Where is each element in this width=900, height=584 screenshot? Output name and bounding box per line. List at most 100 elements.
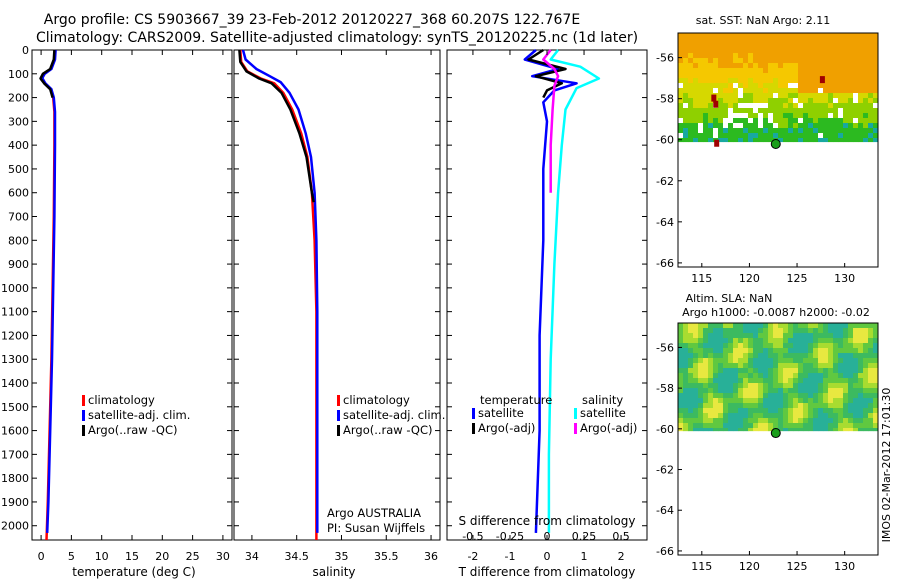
map-cell <box>808 108 814 114</box>
map-cell <box>818 133 824 139</box>
map-cell <box>748 348 754 354</box>
map-cell <box>688 123 694 129</box>
map-cell <box>873 33 879 39</box>
map-cell <box>788 323 794 329</box>
map-cell <box>763 343 769 349</box>
map-cell <box>708 73 714 79</box>
map-cell <box>768 413 774 419</box>
map-cell <box>703 418 709 424</box>
map-cell <box>728 328 734 334</box>
map-cell <box>793 53 799 59</box>
map-cell <box>688 33 694 39</box>
map-cell <box>843 338 849 344</box>
map-cell <box>873 338 879 344</box>
map-cell <box>819 76 825 84</box>
map-cell <box>823 398 829 404</box>
map-cell <box>708 113 714 119</box>
map-cell <box>863 108 869 114</box>
map-cell <box>703 58 709 64</box>
map-cell <box>833 323 839 329</box>
map-cell <box>708 78 714 84</box>
map-cell <box>708 383 714 389</box>
map-cell <box>703 48 709 54</box>
map-cell <box>698 93 704 99</box>
map-cell <box>873 133 879 139</box>
map-cell <box>683 88 689 94</box>
x-tick-label: 2 <box>618 550 625 563</box>
map-cell <box>728 68 734 74</box>
map-cell <box>723 53 729 59</box>
map-cell <box>783 363 789 369</box>
map-cell <box>863 128 869 134</box>
map-cell <box>728 423 734 429</box>
map-cell <box>713 53 719 59</box>
map-cell <box>693 413 699 419</box>
map-cell <box>868 333 874 339</box>
map-cell <box>843 413 849 419</box>
map-cell <box>703 118 709 124</box>
map-cell <box>833 403 839 409</box>
map-cell <box>718 408 724 414</box>
map-cell <box>753 83 759 89</box>
map-cell <box>838 353 844 359</box>
map-cell <box>713 33 719 39</box>
map-cell <box>843 418 849 424</box>
map-cell <box>743 123 749 129</box>
map-cell <box>768 63 774 69</box>
map-cell <box>793 343 799 349</box>
map-cell <box>683 348 689 354</box>
map-cell <box>753 68 759 74</box>
map-cell <box>803 38 809 44</box>
y-tick-label: 1200 <box>1 329 29 342</box>
s-tick-label: 0.25 <box>572 530 597 543</box>
difference-series <box>523 48 601 533</box>
map-cell <box>793 358 799 364</box>
map-cell <box>728 373 734 379</box>
map-cell <box>853 328 859 334</box>
map-cell <box>843 118 849 124</box>
map-cell <box>688 353 694 359</box>
map-cell <box>703 388 709 394</box>
map-cell <box>708 48 714 54</box>
map-cell <box>718 393 724 399</box>
map-cell <box>693 358 699 364</box>
map-cell <box>793 98 799 104</box>
map-cell <box>783 113 789 119</box>
map-cell <box>728 88 734 94</box>
map-cell <box>818 68 824 74</box>
map-cell <box>783 343 789 349</box>
map-cell <box>763 408 769 414</box>
map-cell <box>773 83 779 89</box>
map-cell <box>848 108 854 114</box>
map-cell <box>818 388 824 394</box>
map-cell <box>778 83 784 89</box>
map-cell <box>858 88 864 94</box>
map-cell <box>713 358 719 364</box>
map-cell <box>723 83 729 89</box>
map-cell <box>838 403 844 409</box>
map-cell <box>688 408 694 414</box>
map-cell <box>823 428 829 432</box>
map-cell <box>848 103 854 109</box>
map-cell <box>783 358 789 364</box>
map-cell <box>758 368 764 374</box>
map-cell <box>738 333 744 339</box>
map-cell <box>763 388 769 394</box>
map-cell <box>693 338 699 344</box>
map-cell <box>738 43 744 49</box>
map-cell <box>738 93 744 99</box>
map-cell <box>788 63 794 69</box>
map-cell <box>743 68 749 74</box>
map-cell <box>868 93 874 99</box>
map-cell <box>788 38 794 44</box>
map-cell <box>808 393 814 399</box>
map-cell <box>788 363 794 369</box>
map-cell <box>773 43 779 49</box>
map-cell <box>708 373 714 379</box>
map-cell <box>708 418 714 424</box>
map-cell <box>678 388 684 394</box>
map-cell <box>698 343 704 349</box>
map-cell <box>683 128 689 134</box>
map-cell <box>753 338 759 344</box>
map-cell <box>853 88 859 94</box>
